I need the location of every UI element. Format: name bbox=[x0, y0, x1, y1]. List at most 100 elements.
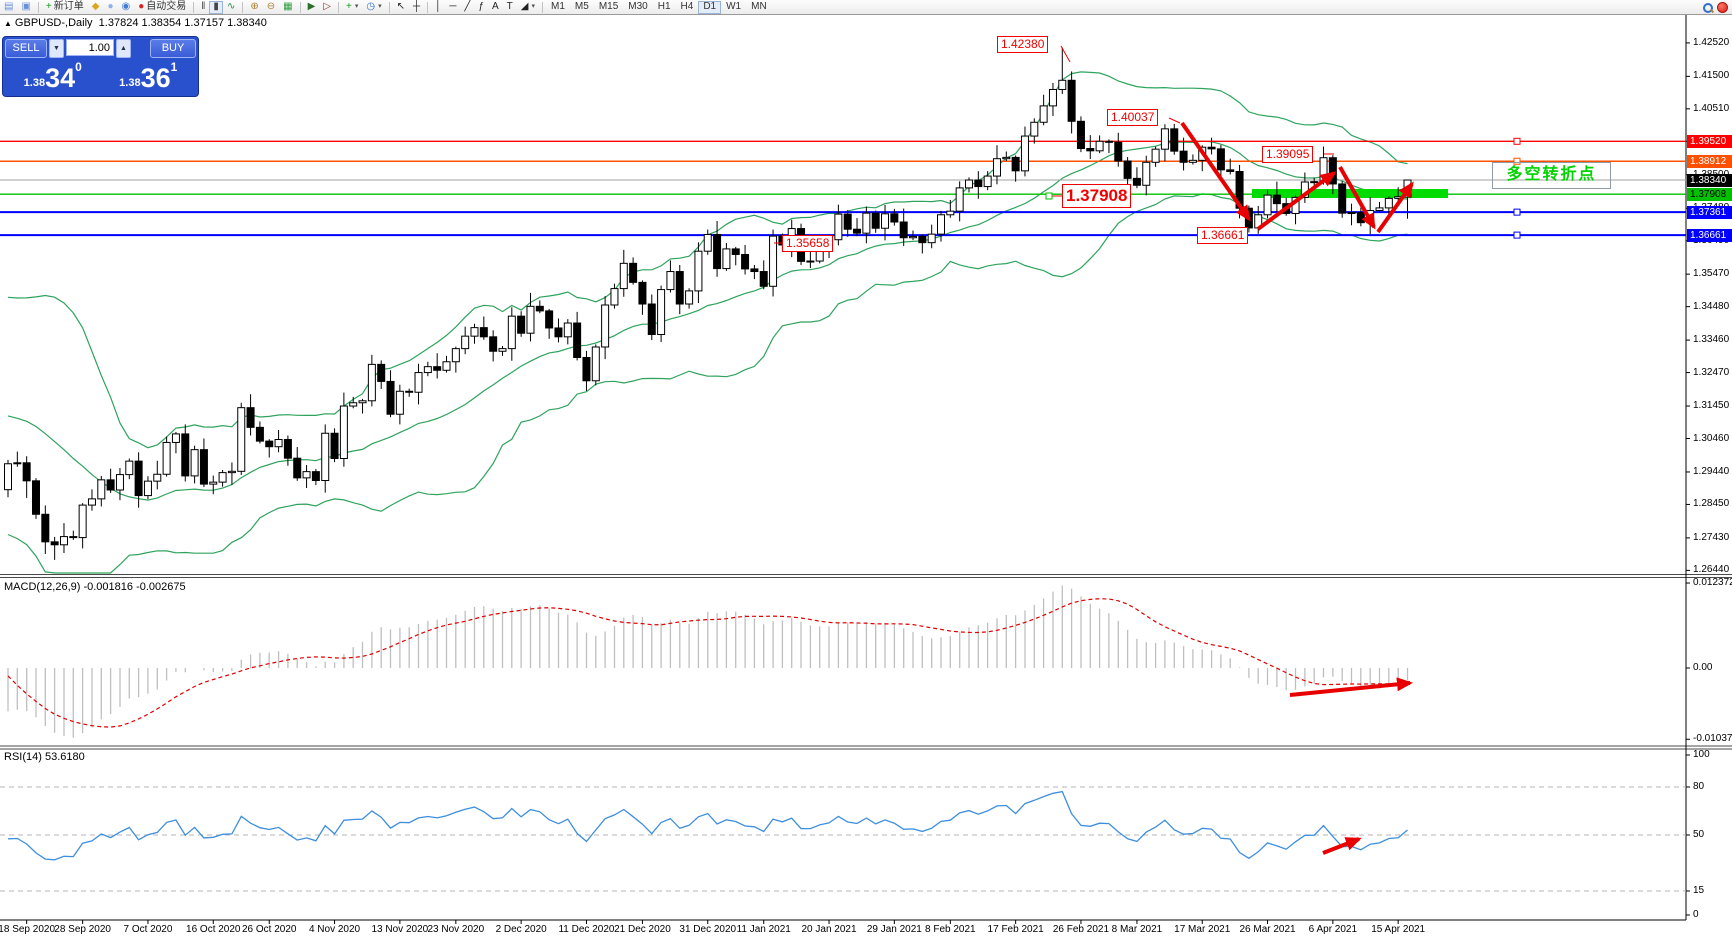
line-handle[interactable] bbox=[1513, 137, 1521, 145]
price-annotation[interactable]: 1.37908 bbox=[1062, 184, 1132, 208]
line-handle[interactable] bbox=[1513, 208, 1521, 216]
text-label-button[interactable]: T bbox=[503, 1, 517, 14]
price-tick-label: 1.26440 bbox=[1693, 564, 1730, 576]
trend-arrow[interactable] bbox=[1322, 837, 1362, 855]
chart-candles-button[interactable]: ▮ bbox=[209, 0, 223, 14]
date-axis-label: 18 Sep 2020 bbox=[0, 924, 56, 935]
sell-price-quote[interactable]: 1.38 34 0 bbox=[5, 58, 101, 94]
price-annotation[interactable]: 1.42380 bbox=[997, 36, 1049, 53]
tf-w1-button[interactable]: W1 bbox=[721, 1, 746, 14]
line-handle[interactable] bbox=[1045, 192, 1053, 200]
candle-body bbox=[1328, 157, 1337, 185]
crosshair-button[interactable]: ┼ bbox=[409, 1, 424, 14]
support-zone-bar[interactable] bbox=[1252, 189, 1448, 198]
tf-d1-button[interactable]: D1 bbox=[698, 0, 722, 14]
fibonacci-button[interactable]: ƒ bbox=[474, 1, 488, 14]
line-handle[interactable] bbox=[1513, 157, 1521, 165]
tf-h1-button[interactable]: H1 bbox=[653, 1, 676, 14]
line-handle[interactable] bbox=[1513, 231, 1521, 239]
chart-background bbox=[0, 14, 1732, 936]
candle-body bbox=[1011, 156, 1020, 172]
gem-button[interactable]: ◆ bbox=[88, 1, 104, 14]
profiles-button[interactable]: ▣ bbox=[17, 1, 34, 14]
toolbar-separator bbox=[427, 1, 429, 13]
periods-button[interactable]: ◷ ▾ bbox=[362, 1, 385, 14]
sell-price-small: 1.38 bbox=[23, 77, 46, 89]
indicators-dropdown-icon[interactable]: ▾ bbox=[354, 3, 359, 10]
chart-shift-button[interactable]: ▷ bbox=[319, 1, 335, 14]
shapes-dropdown-icon[interactable]: ▾ bbox=[531, 3, 535, 10]
trendline-button[interactable]: ╱ bbox=[460, 1, 474, 14]
chart-expand-icon[interactable]: ▲ bbox=[4, 19, 12, 28]
new-order-button[interactable]: + 新订单 bbox=[42, 1, 88, 14]
signals-icon: ◉ bbox=[121, 1, 131, 12]
buy-price-quote[interactable]: 1.38 36 1 bbox=[101, 58, 197, 94]
trend-arrow[interactable] bbox=[1338, 166, 1376, 230]
tf-m5-button[interactable]: M5 bbox=[570, 1, 594, 14]
price-annotation[interactable]: 1.35658 bbox=[782, 235, 834, 252]
main-toolbar: ▤ ▣ + 新订单 ◆ ● ◉ ● 自动交易 ‖ ▮ ∿ ⊕ ⊖ ▦ ▶ ▷ + ▾ ◷ ▾ ↖ ┼ │ ─ ╱ ƒ A T ◢ ▾ M1 M5… bbox=[0, 0, 1732, 15]
auto-scroll-icon: ▶ bbox=[307, 1, 316, 12]
tf-m30-button[interactable]: M30 bbox=[623, 1, 652, 14]
candle-body bbox=[1170, 128, 1179, 152]
symbol-period-label: GBPUSD-,Daily bbox=[14, 17, 93, 29]
indicators-button[interactable]: + ▾ bbox=[342, 1, 362, 14]
trend-arrow[interactable] bbox=[1180, 121, 1251, 222]
zoom-out-button[interactable]: ⊖ bbox=[263, 1, 279, 14]
buy-button[interactable]: BUY bbox=[150, 39, 196, 58]
rsi-line bbox=[7, 790, 1408, 861]
zoom-in-button[interactable]: ⊕ bbox=[246, 1, 262, 14]
new-chart-button[interactable]: ▤ bbox=[0, 1, 17, 14]
macd-panel-title: MACD(12,26,9) -0.001816 -0.002675 bbox=[4, 581, 186, 593]
tf-h4-button[interactable]: H4 bbox=[676, 1, 699, 14]
price-annotation[interactable]: 1.40037 bbox=[1107, 109, 1159, 126]
zoom-out-icon: ⊖ bbox=[266, 1, 276, 12]
chart-bars-button[interactable]: ‖ bbox=[197, 1, 209, 14]
tf-m1-button[interactable]: M1 bbox=[546, 1, 570, 14]
tf-mn-button[interactable]: MN bbox=[746, 1, 772, 14]
chart-line-button[interactable]: ∿ bbox=[223, 1, 239, 14]
candle-body bbox=[162, 441, 171, 475]
search-icon[interactable] bbox=[1702, 2, 1713, 13]
notification-icon[interactable] bbox=[1717, 1, 1728, 13]
candle-body bbox=[97, 479, 106, 500]
turning-point-label[interactable]: 多空转折点 bbox=[1492, 162, 1611, 189]
sell-button[interactable]: SELL bbox=[5, 39, 47, 58]
horizontal-line-button[interactable]: ─ bbox=[445, 1, 460, 14]
candle-body bbox=[871, 212, 880, 229]
periods-dropdown-icon[interactable]: ▾ bbox=[378, 3, 382, 10]
shapes-button[interactable]: ◢ ▾ bbox=[517, 1, 539, 14]
candle-body bbox=[1347, 211, 1356, 214]
candle-body bbox=[1076, 120, 1085, 150]
trend-arrow[interactable] bbox=[1256, 171, 1337, 231]
signals-button[interactable]: ◉ bbox=[118, 1, 135, 14]
trend-arrow[interactable] bbox=[1376, 181, 1414, 234]
candle-body bbox=[591, 346, 600, 382]
candle-body bbox=[302, 471, 311, 479]
candle-body bbox=[703, 233, 712, 252]
candle-body bbox=[992, 158, 1001, 177]
candle-body bbox=[1384, 197, 1393, 209]
new-order-icon: + bbox=[45, 1, 52, 12]
tf-m15-button[interactable]: M15 bbox=[594, 1, 623, 14]
lot-size-input[interactable] bbox=[66, 39, 114, 56]
cloud-button[interactable]: ● bbox=[103, 1, 117, 14]
candle-body bbox=[106, 479, 115, 491]
lot-increase-button[interactable]: ▲ bbox=[116, 39, 131, 58]
trend-arrow[interactable] bbox=[1289, 677, 1413, 697]
lot-decrease-button[interactable]: ▼ bbox=[49, 39, 64, 58]
price-annotation[interactable]: 1.39095 bbox=[1262, 146, 1314, 163]
cursor-button[interactable]: ↖ bbox=[393, 1, 409, 14]
candle-body bbox=[479, 327, 488, 338]
text-button[interactable]: A bbox=[488, 1, 503, 14]
candle-body bbox=[741, 253, 750, 270]
tile-windows-button[interactable]: ▦ bbox=[279, 1, 296, 14]
auto-scroll-button[interactable]: ▶ bbox=[304, 1, 320, 14]
price-annotation[interactable]: 1.36661 bbox=[1197, 227, 1249, 244]
auto-trading-button[interactable]: ● 自动交易 bbox=[134, 1, 190, 14]
text-label-icon: T bbox=[506, 1, 513, 12]
price-tick-label: 1.40510 bbox=[1693, 102, 1730, 114]
date-axis-label: 11 Dec 2020 bbox=[558, 924, 615, 935]
vertical-line-button[interactable]: │ bbox=[431, 1, 445, 14]
